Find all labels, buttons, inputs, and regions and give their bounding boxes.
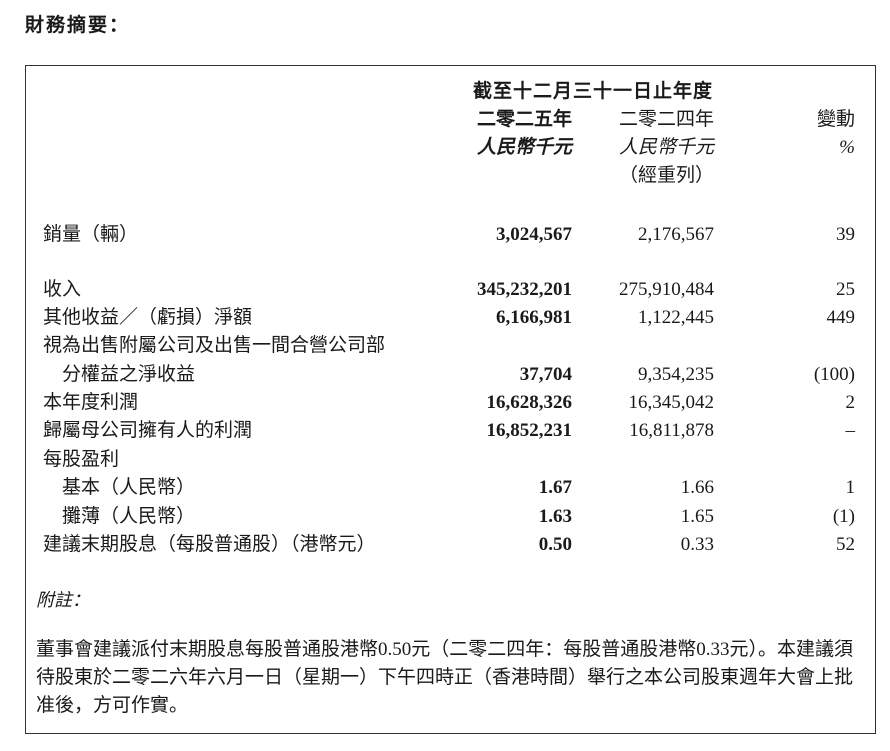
change-percent: – xyxy=(845,420,856,441)
row-label: 視為出售附屬公司及出售一間合營公司部 xyxy=(43,335,386,356)
table-row: 每股盈利 xyxy=(26,446,875,474)
value-2025: 16,852,231 xyxy=(486,420,573,441)
value-2025: 3,024,567 xyxy=(496,224,572,245)
table-row: 歸屬母公司擁有人的利潤 16,852,231 16,811,878 – xyxy=(26,417,875,445)
change-percent: (1) xyxy=(832,506,855,527)
row-label: 銷量（輛） xyxy=(43,224,139,245)
note-heading: 附註： xyxy=(36,590,90,610)
value-2024: 1,122,445 xyxy=(638,307,714,328)
restated-note: （經重列） xyxy=(618,165,714,186)
table-row: 攤薄（人民幣） 1.63 1.65 (1) xyxy=(26,503,875,531)
row-label: 分權益之淨收益 xyxy=(62,364,196,385)
value-2024: 16,811,878 xyxy=(629,420,714,441)
financial-summary-box: 截至十二月三十一日止年度 二零二五年 二零二四年 變動 人民幣千元 人民幣千元 … xyxy=(25,65,876,734)
value-2024: 0.33 xyxy=(680,534,714,555)
value-2025: 37,704 xyxy=(519,364,572,385)
table-row: 其他收益／（虧損）淨額 6,166,981 1,122,445 449 xyxy=(26,304,875,332)
table-row: 基本（人民幣） 1.67 1.66 1 xyxy=(26,474,875,502)
table-row: 本年度利潤 16,628,326 16,345,042 2 xyxy=(26,389,875,417)
table-row: 銷量（輛） 3,024,567 2,176,567 39 xyxy=(26,221,875,249)
value-2024: 1.65 xyxy=(680,506,714,527)
row-label: 攤薄（人民幣） xyxy=(62,506,196,527)
row-label: 基本（人民幣） xyxy=(62,477,196,498)
note-text: 董事會建議派付末期股息每股普通股港幣0.50元（二零二四年：每股普通股港幣0.3… xyxy=(36,639,854,716)
value-2024: 275,910,484 xyxy=(619,279,714,300)
row-label: 其他收益／（虧損）淨額 xyxy=(43,307,253,328)
unit-change: % xyxy=(839,137,855,158)
change-header: 變動 xyxy=(816,109,855,130)
col-2025-header: 二零二五年 xyxy=(476,109,572,130)
value-2024: 9,354,235 xyxy=(638,364,714,385)
change-percent: (100) xyxy=(813,364,855,385)
value-2024: 1.66 xyxy=(680,477,714,498)
value-2025: 16,628,326 xyxy=(486,392,573,413)
value-2025: 1.63 xyxy=(538,506,572,527)
table-row: 視為出售附屬公司及出售一間合營公司部 xyxy=(26,332,875,360)
change-percent: 39 xyxy=(836,224,855,245)
table-row: 建議末期股息（每股普通股）（港幣元） 0.50 0.33 52 xyxy=(26,531,875,559)
value-2024: 16,345,042 xyxy=(628,392,715,413)
row-label: 歸屬母公司擁有人的利潤 xyxy=(43,420,253,441)
row-label: 每股盈利 xyxy=(43,449,120,470)
change-percent: 52 xyxy=(836,534,855,555)
row-label: 本年度利潤 xyxy=(43,392,139,413)
value-2025: 0.50 xyxy=(538,534,572,555)
value-2025: 345,232,201 xyxy=(477,279,572,300)
change-percent: 449 xyxy=(826,307,856,328)
row-label: 建議末期股息（每股普通股）（港幣元） xyxy=(43,534,376,555)
value-2025: 6,166,981 xyxy=(496,307,572,328)
change-percent: 2 xyxy=(845,392,856,413)
col-2024-header: 二零二四年 xyxy=(618,109,714,130)
value-2024: 2,176,567 xyxy=(638,224,714,245)
change-percent: 25 xyxy=(836,279,855,300)
unit-2025: 人民幣千元 xyxy=(476,137,572,158)
section-title: 財務摘要： xyxy=(25,15,131,36)
table-row: 收入 345,232,201 275,910,484 25 xyxy=(26,276,875,304)
value-2025: 1.67 xyxy=(538,477,572,498)
unit-2024: 人民幣千元 xyxy=(618,137,714,158)
row-label: 收入 xyxy=(43,279,82,300)
table-row: 分權益之淨收益 37,704 9,354,235 (100) xyxy=(26,361,875,389)
period-header: 截至十二月三十一日止年度 xyxy=(472,81,713,102)
change-percent: 1 xyxy=(845,477,856,498)
